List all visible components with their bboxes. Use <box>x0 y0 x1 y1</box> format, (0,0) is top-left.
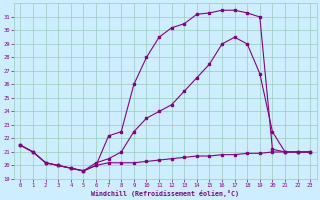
X-axis label: Windchill (Refroidissement éolien,°C): Windchill (Refroidissement éolien,°C) <box>91 190 239 197</box>
